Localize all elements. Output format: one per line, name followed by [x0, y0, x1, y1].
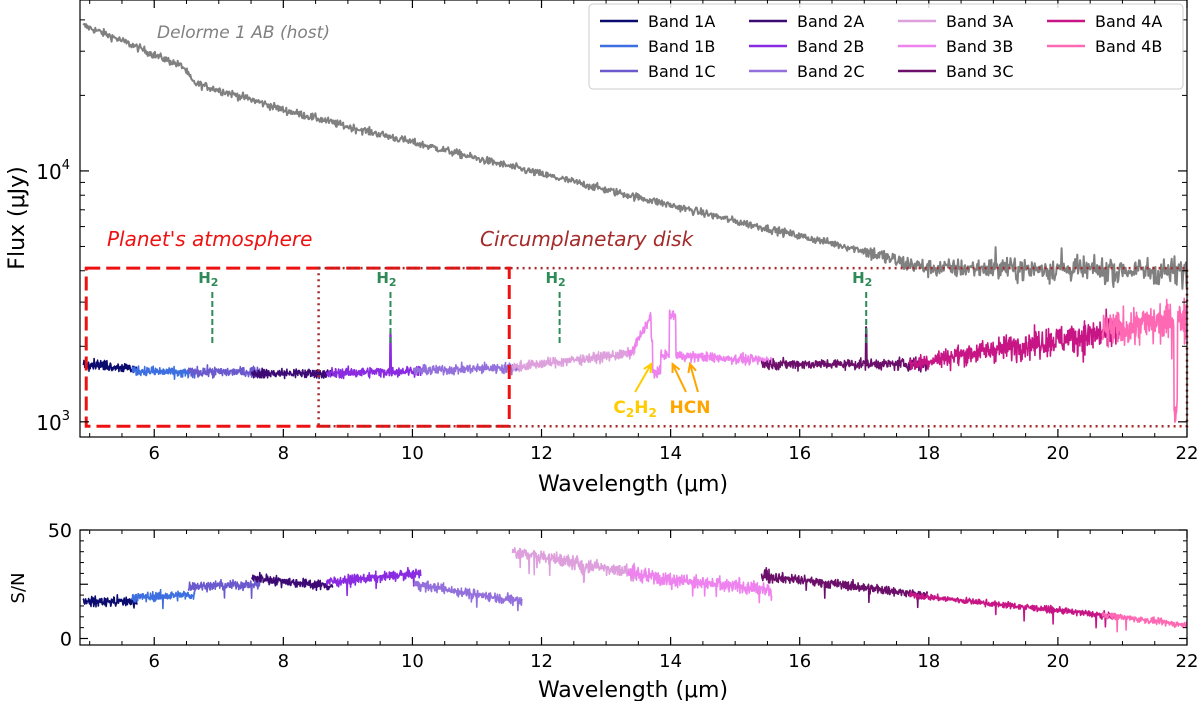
sn-band-4b [1101, 612, 1187, 633]
sn-band-4a [908, 590, 1120, 629]
molecule-arrowhead-1-1 [687, 361, 697, 374]
spectrum-band-4a [908, 308, 1120, 372]
sn-band-3b [627, 564, 773, 604]
spectrum-band-4b [1101, 297, 1187, 423]
legend-label-3: Band 2A [797, 12, 864, 31]
bottom-y-axis-label: S/N [8, 573, 29, 604]
bottom-x-tick-label-6: 18 [917, 651, 940, 672]
legend-label-8: Band 3C [946, 62, 1014, 81]
host-spectrum-line [82, 22, 1187, 290]
top-y-tick-label-1: 104 [36, 158, 70, 184]
legend-label-6: Band 3A [946, 12, 1013, 31]
molecule-arrow-1-0 [671, 363, 687, 393]
h2-marker-label-3: H2 [852, 269, 872, 289]
sn-band-1a [82, 594, 138, 609]
bottom-plot-frame [79, 529, 1188, 646]
top-x-axis-label: Wavelength (μm) [538, 472, 728, 497]
molecule-arrowhead-1-0 [671, 361, 681, 374]
spectrum-band-2b [325, 329, 422, 380]
sn-band-3a [511, 547, 637, 583]
h2-marker-label-2: H2 [545, 269, 565, 289]
sn-band-2b [325, 566, 422, 597]
host-label: Delorme 1 AB (host) [157, 23, 330, 43]
legend-label-10: Band 4B [1095, 37, 1162, 56]
top-y-axis-label: Flux (μJy) [5, 166, 30, 269]
top-x-tick-label-4: 14 [659, 443, 682, 464]
spectrum-band-1b [131, 365, 196, 380]
top-x-tick-label-6: 18 [917, 443, 940, 464]
top-plot-frame [79, 0, 1188, 438]
spectrum-band-2a [250, 367, 334, 380]
spectrum-band-2c [412, 361, 523, 376]
bottom-x-tick-label-4: 14 [659, 651, 682, 672]
bottom-x-tick-label-3: 12 [530, 651, 553, 672]
bottom-x-tick-label-2: 10 [401, 651, 424, 672]
top-x-tick-label-8: 22 [1176, 443, 1199, 464]
region-box-1 [317, 266, 1189, 428]
spectrum-band-3a [511, 339, 637, 373]
sn-band-2a [250, 571, 334, 592]
region-label-planet-atmosphere: Planet's atmosphere [107, 227, 312, 251]
region-box-0 [84, 266, 511, 428]
molecule-label-0: C2H2 [613, 398, 656, 420]
h2-marker-label-1: H2 [376, 269, 396, 289]
molecule-arrow-1-1 [689, 363, 699, 393]
bottom-y-tick-label-2: 50 [48, 520, 72, 542]
molecule-arrow-0-0 [634, 363, 653, 393]
bottom-x-tick-label-5: 16 [788, 651, 811, 672]
bottom-x-axis-label: Wavelength (μm) [538, 678, 728, 701]
bottom-panel: 6 8 10 12 14 16 18 20 22 0 50 Wavelength (μm) S/N [8, 520, 1198, 701]
bottom-x-tick-label-0: 6 [149, 651, 160, 672]
top-x-tick-label-0: 6 [149, 443, 160, 464]
top-x-tick-label-7: 20 [1046, 443, 1069, 464]
legend-label-5: Band 2C [797, 62, 865, 81]
legend-label-0: Band 1A [648, 12, 715, 31]
molecule-arrowhead-0-0 [643, 362, 653, 374]
legend-label-7: Band 3B [946, 37, 1013, 56]
spectrum-band-1a [82, 357, 138, 375]
top-x-tick-label-1: 8 [278, 443, 289, 464]
bottom-x-tick-label-8: 22 [1176, 651, 1199, 672]
top-x-tick-label-3: 12 [530, 443, 553, 464]
spectrum-band-3c [760, 326, 929, 373]
legend-label-2: Band 1C [648, 62, 716, 81]
spectrum-band-3b [627, 309, 773, 379]
sn-band-3c [760, 567, 929, 609]
top-panel: Planet's atmosphere Circumplanetary disk … [5, 0, 1198, 497]
legend-label-4: Band 2B [797, 37, 864, 56]
h2-marker-label-0: H2 [198, 269, 218, 289]
legend-box [588, 3, 1184, 90]
legend-label-1: Band 1B [648, 37, 715, 56]
bottom-x-tick-label-1: 8 [278, 651, 289, 672]
spectrum-band-1c [187, 364, 262, 379]
region-label-circumplanetary-disk: Circumplanetary disk [480, 227, 695, 251]
legend-label-9: Band 4A [1095, 12, 1162, 31]
top-x-tick-label-2: 10 [401, 443, 424, 464]
sn-band-2c [413, 580, 523, 612]
molecule-label-1: HCN [670, 398, 711, 418]
sn-band-1b [131, 588, 196, 610]
sn-band-1c [187, 578, 262, 599]
top-y-tick-label-0: 103 [36, 409, 70, 435]
bottom-x-tick-label-7: 20 [1046, 651, 1069, 672]
bottom-y-tick-label-0: 0 [60, 628, 72, 650]
top-x-tick-label-5: 16 [788, 443, 811, 464]
